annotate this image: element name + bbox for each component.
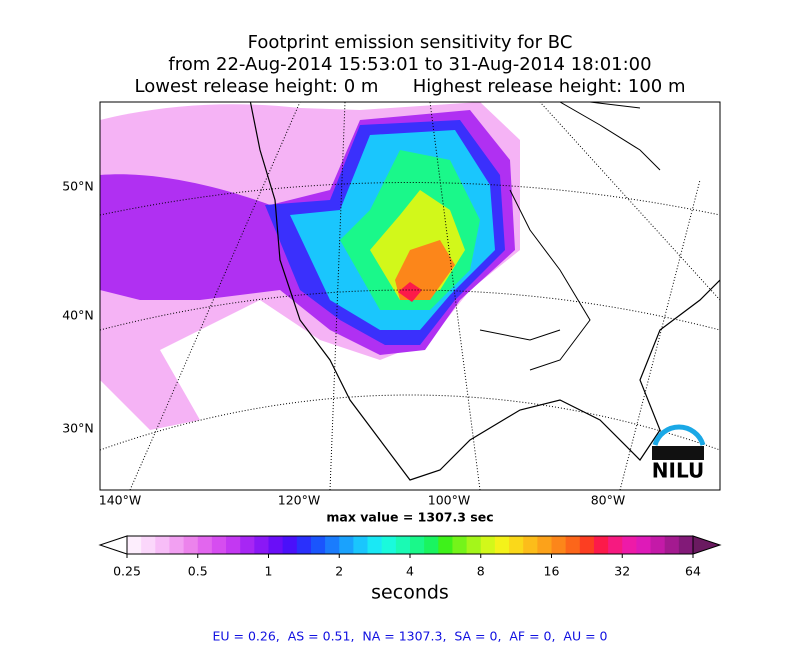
logo-text: NILU [652,459,704,483]
map-frame [99,101,721,491]
colorbar-segment [127,536,142,554]
title-line: Lowest release height: 0 m Highest relea… [135,76,686,97]
colorbar-label: seconds [371,582,449,604]
colorbar-segment [325,536,340,554]
lon-label: 100°W [428,493,470,508]
colorbar-segment [608,536,623,554]
colorbar-segment [339,536,354,554]
colorbar-segment [395,536,411,554]
colorbar-segment [169,536,185,554]
lon-label: 80°W [591,493,626,508]
colorbar-segment [310,536,326,554]
colorbar-tick-label: 32 [614,564,630,579]
title-line: from 22-Aug-2014 15:53:01 to 31-Aug-2014… [168,54,651,75]
colorbar-tick-label: 0.5 [188,564,208,579]
lon-label: 140°W [99,493,141,508]
colorbar-segment [466,536,482,554]
colorbar-segment [353,536,369,554]
colorbar-segment [438,536,453,554]
colorbar-segment [141,536,156,554]
colorbar-over [692,535,722,555]
colorbar-segment [254,536,269,554]
colorbar-segment [565,536,581,554]
colorbar-segment [410,536,425,554]
title-line: Footprint emission sensitivity for BC [248,32,573,53]
colorbar-segment [622,536,637,554]
colorbar-under [98,535,128,555]
colorbar-segment [197,536,213,554]
colorbar-tick-label: 1 [265,564,273,579]
colorbar-segment [211,536,227,554]
colorbar-segment [424,536,439,554]
colorbar-segment [452,536,468,554]
colorbar-segment [226,536,241,554]
colorbar-tick-label: 64 [685,564,701,579]
colorbar-segment [381,536,397,554]
colorbar-segment [551,536,567,554]
colorbar-segment [664,536,680,554]
colorbar-segment [367,536,383,554]
colorbar-tick-label: 0.25 [113,564,141,579]
lat-label: 50°N [62,179,94,194]
colorbar-segment [240,536,255,554]
colorbar-segment [579,536,595,554]
colorbar-tick-label: 2 [335,564,343,579]
lon-label: 120°W [278,493,320,508]
colorbar-segment [155,536,170,554]
colorbar-tick-label: 8 [477,564,485,579]
lat-label: 30°N [62,421,94,436]
max-value: max value = 1307.3 sec [326,510,493,525]
colorbar-tick-label: 4 [406,564,414,579]
map: NILU [100,102,720,490]
colorbar-segment [494,536,510,554]
colorbar-segment [268,536,284,554]
lat-label: 40°N [62,308,94,323]
colorbar-segment [678,536,694,554]
colorbar-segment [636,536,652,554]
colorbar-segment [537,536,552,554]
colorbar-segment [523,536,538,554]
footer: EU = 0.26, AS = 0.51, NA = 1307.3, SA = … [213,629,608,644]
colorbar-segment [650,536,666,554]
colorbar-segment [480,536,496,554]
colorbar-tick-label: 16 [544,564,560,579]
colorbar-segment [183,536,199,554]
colorbar-segment [509,536,524,554]
colorbar-segment [593,536,609,554]
colorbar-segment [296,536,312,554]
colorbar-segment [282,536,298,554]
